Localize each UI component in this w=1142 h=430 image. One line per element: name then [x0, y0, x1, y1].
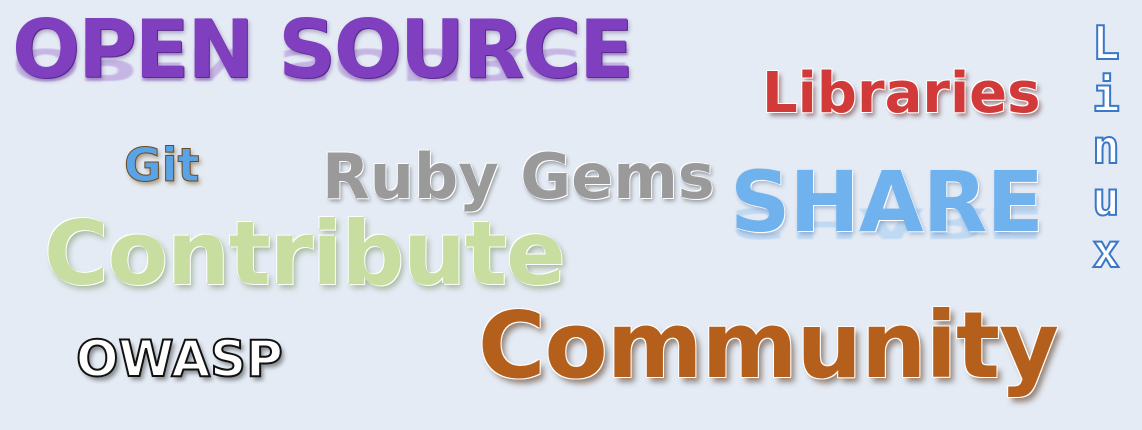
word-git: Git [124, 138, 201, 192]
word-libraries: Libraries [762, 61, 1041, 126]
word-contribute: Contribute [44, 202, 566, 305]
word-owasp: OWASP [75, 330, 284, 388]
word-open-source: OPEN SOURCE [12, 3, 634, 96]
word-ruby-gems: Ruby Gems [322, 140, 715, 213]
word-linux: Linux [1091, 16, 1121, 278]
word-community: Community [478, 292, 1059, 399]
word-share: SHARE [730, 153, 1044, 251]
